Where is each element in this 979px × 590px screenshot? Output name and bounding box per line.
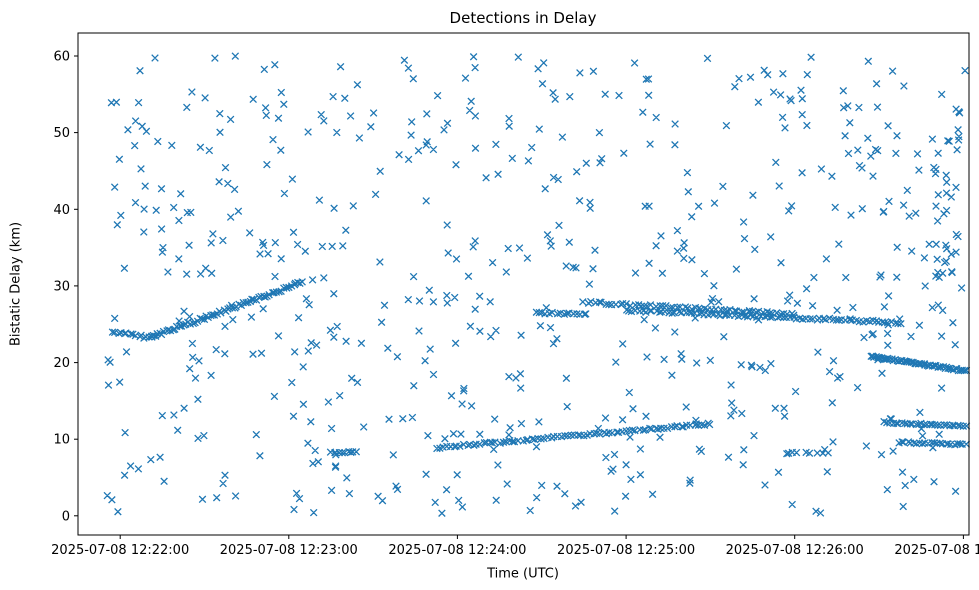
y-tick-label: 20 <box>53 356 70 371</box>
y-tick-label: 0 <box>62 509 70 524</box>
chart-title: Detections in Delay <box>449 9 597 27</box>
plot-border <box>77 32 970 536</box>
y-tick-label: 50 <box>53 126 70 141</box>
x-tick-label: 2025-07-08 12:27:00 <box>894 543 979 558</box>
x-tick-label: 2025-07-08 12:24:00 <box>388 543 526 558</box>
y-tick-label: 40 <box>53 203 70 218</box>
x-tick-label: 2025-07-08 12:22:00 <box>51 543 189 558</box>
x-tick-label: 2025-07-08 12:26:00 <box>726 543 864 558</box>
y-tick-label: 10 <box>53 433 70 448</box>
y-tick-label: 60 <box>53 50 70 65</box>
x-axis-label: Time (UTC) <box>487 566 559 582</box>
y-tick-label: 30 <box>53 279 70 294</box>
scatter-points <box>103 52 971 517</box>
x-tick-label: 2025-07-08 12:23:00 <box>220 543 358 558</box>
x-tick-label: 2025-07-08 12:25:00 <box>557 543 695 558</box>
